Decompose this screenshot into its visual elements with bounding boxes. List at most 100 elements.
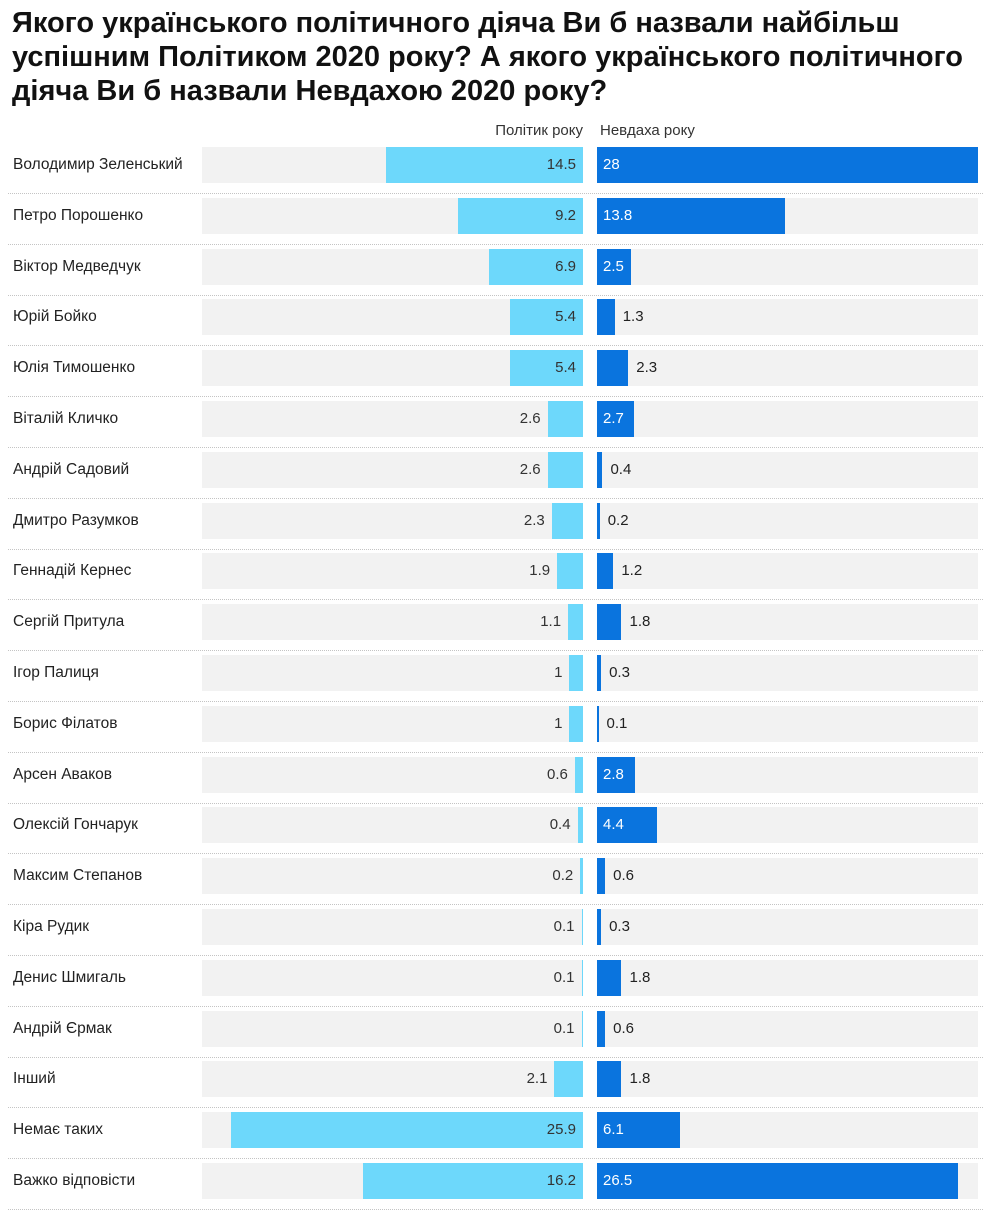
- category-label: Юлія Тимошенко: [13, 359, 136, 377]
- chart-row: Юлія Тимошенко 5.4 2.3: [0, 350, 991, 401]
- politician-bar: [569, 705, 583, 742]
- politician-track: [202, 401, 583, 437]
- category-label: Геннадій Кернес: [13, 562, 132, 580]
- loser-value-label: 2.7: [603, 410, 624, 427]
- chart-row: Денис Шмигаль 0.1 1.8: [0, 959, 991, 1011]
- row-separator: [8, 1005, 983, 1007]
- row-separator: [8, 701, 983, 702]
- loser-bar: [597, 705, 599, 742]
- politician-bar: [577, 807, 583, 844]
- loser-track: [597, 756, 978, 793]
- loser-value-label: 0.6: [613, 867, 635, 885]
- politician-track: [202, 959, 583, 996]
- loser-track: [597, 858, 978, 895]
- politician-value-label: 0.1: [553, 918, 575, 935]
- chart-row: Дмитро Разумков 2.3 0.2: [0, 502, 991, 554]
- chart-row: Геннадій Кернес 1.9 1.2: [0, 553, 991, 604]
- loser-track: [597, 350, 978, 387]
- politician-value-label: 0.1: [553, 1019, 575, 1037]
- loser-value-label: 0.3: [609, 664, 630, 681]
- politician-track: [202, 1061, 583, 1098]
- politician-bar: [362, 1163, 583, 1199]
- chart-row: Сергій Притула 1.1 1.8: [0, 604, 991, 655]
- politician-value-label: 1: [554, 664, 563, 681]
- chart-title: Якого українського політичного діяча Ви …: [12, 7, 964, 107]
- loser-bar: [597, 909, 602, 945]
- politician-bar: [581, 959, 583, 996]
- loser-bar: [597, 858, 606, 895]
- chart-row: Арсен Аваков 0.6 2.8: [0, 756, 991, 808]
- chart-row: Ігор Палиця 1 0.3: [0, 655, 991, 706]
- loser-bar: [597, 197, 785, 234]
- politician-value-label: 0.6: [546, 765, 568, 783]
- loser-track: [597, 401, 978, 437]
- loser-track: [597, 655, 978, 691]
- politician-bar: [230, 1112, 583, 1149]
- politician-track: [202, 1010, 583, 1047]
- loser-track: [597, 909, 978, 945]
- chart-row: Володимир Зеленський 14.5 28: [0, 147, 991, 198]
- loser-bar: [597, 1112, 680, 1149]
- chart-row: Андрій Садовий 2.6 0.4: [0, 451, 991, 503]
- politician-bar: [557, 553, 583, 590]
- chart-row: Андрій Єрмак 0.1 0.6: [0, 1010, 991, 1062]
- loser-value-label: 1.8: [629, 613, 651, 631]
- politician-bar: [457, 197, 583, 234]
- politician-track: [202, 655, 583, 691]
- loser-track: [597, 959, 978, 996]
- politician-value-label: 14.5: [546, 156, 576, 173]
- category-label: Немає таких: [13, 1121, 104, 1139]
- loser-track: [597, 604, 978, 641]
- row-separator: [8, 1107, 983, 1109]
- loser-value-label: 1.8: [629, 968, 651, 986]
- politician-bar: [580, 858, 583, 895]
- loser-value-label: 2.3: [636, 359, 658, 377]
- category-label: Олексій Гончарук: [13, 816, 138, 834]
- politician-value-label: 2.6: [519, 460, 541, 478]
- politician-bar: [509, 299, 583, 336]
- politician-track: [202, 705, 583, 742]
- loser-value-label: 28: [603, 156, 620, 173]
- row-separator: [8, 345, 983, 347]
- politician-value-label: 25.9: [546, 1121, 576, 1139]
- loser-track: [597, 451, 978, 488]
- chart-row: Петро Порошенко 9.2 13.8: [0, 197, 991, 249]
- row-separator: [8, 802, 983, 804]
- chart-row: Олексій Гончарук 0.4 4.4: [0, 807, 991, 858]
- politician-value-label: 9.2: [555, 206, 576, 224]
- row-separator: [8, 751, 983, 753]
- category-label: Віктор Медведчук: [13, 257, 141, 275]
- loser-value-label: 26.5: [603, 1172, 633, 1189]
- row-separator: [8, 243, 983, 245]
- category-label: Інший: [13, 1070, 56, 1088]
- politician-track: [202, 451, 583, 488]
- loser-value-label: 2.8: [603, 765, 624, 783]
- loser-bar: [597, 959, 622, 996]
- politician-bar: [489, 248, 583, 285]
- category-label: Максим Степанов: [13, 867, 143, 885]
- category-label: Арсен Аваков: [13, 765, 113, 783]
- politician-bar: [547, 401, 583, 437]
- loser-value-label: 0.1: [606, 714, 628, 732]
- loser-bar: [597, 299, 615, 336]
- politician-value-label: 1.9: [529, 562, 551, 580]
- row-separator: [8, 955, 983, 956]
- loser-track: [597, 1061, 978, 1098]
- politician-bar: [581, 909, 583, 945]
- chart-row: Віталій Кличко 2.6 2.7: [0, 401, 991, 452]
- row-separator: [8, 294, 983, 296]
- category-label: Дмитро Разумков: [13, 511, 139, 529]
- politician-bar: [554, 1061, 583, 1098]
- loser-value-label: 2.5: [603, 257, 624, 275]
- row-separator: [8, 1158, 983, 1160]
- loser-value-label: 6.1: [603, 1121, 624, 1139]
- chart-row: Юрій Бойко 5.4 1.3: [0, 299, 991, 350]
- politician-bar: [509, 350, 583, 387]
- loser-bar: [597, 147, 978, 183]
- politician-value-label: 2.6: [519, 410, 541, 427]
- politician-track: [202, 604, 583, 641]
- category-label: Андрій Єрмак: [13, 1019, 112, 1037]
- loser-value-label: 0.2: [607, 511, 629, 529]
- politician-value-label: 1.1: [540, 613, 562, 631]
